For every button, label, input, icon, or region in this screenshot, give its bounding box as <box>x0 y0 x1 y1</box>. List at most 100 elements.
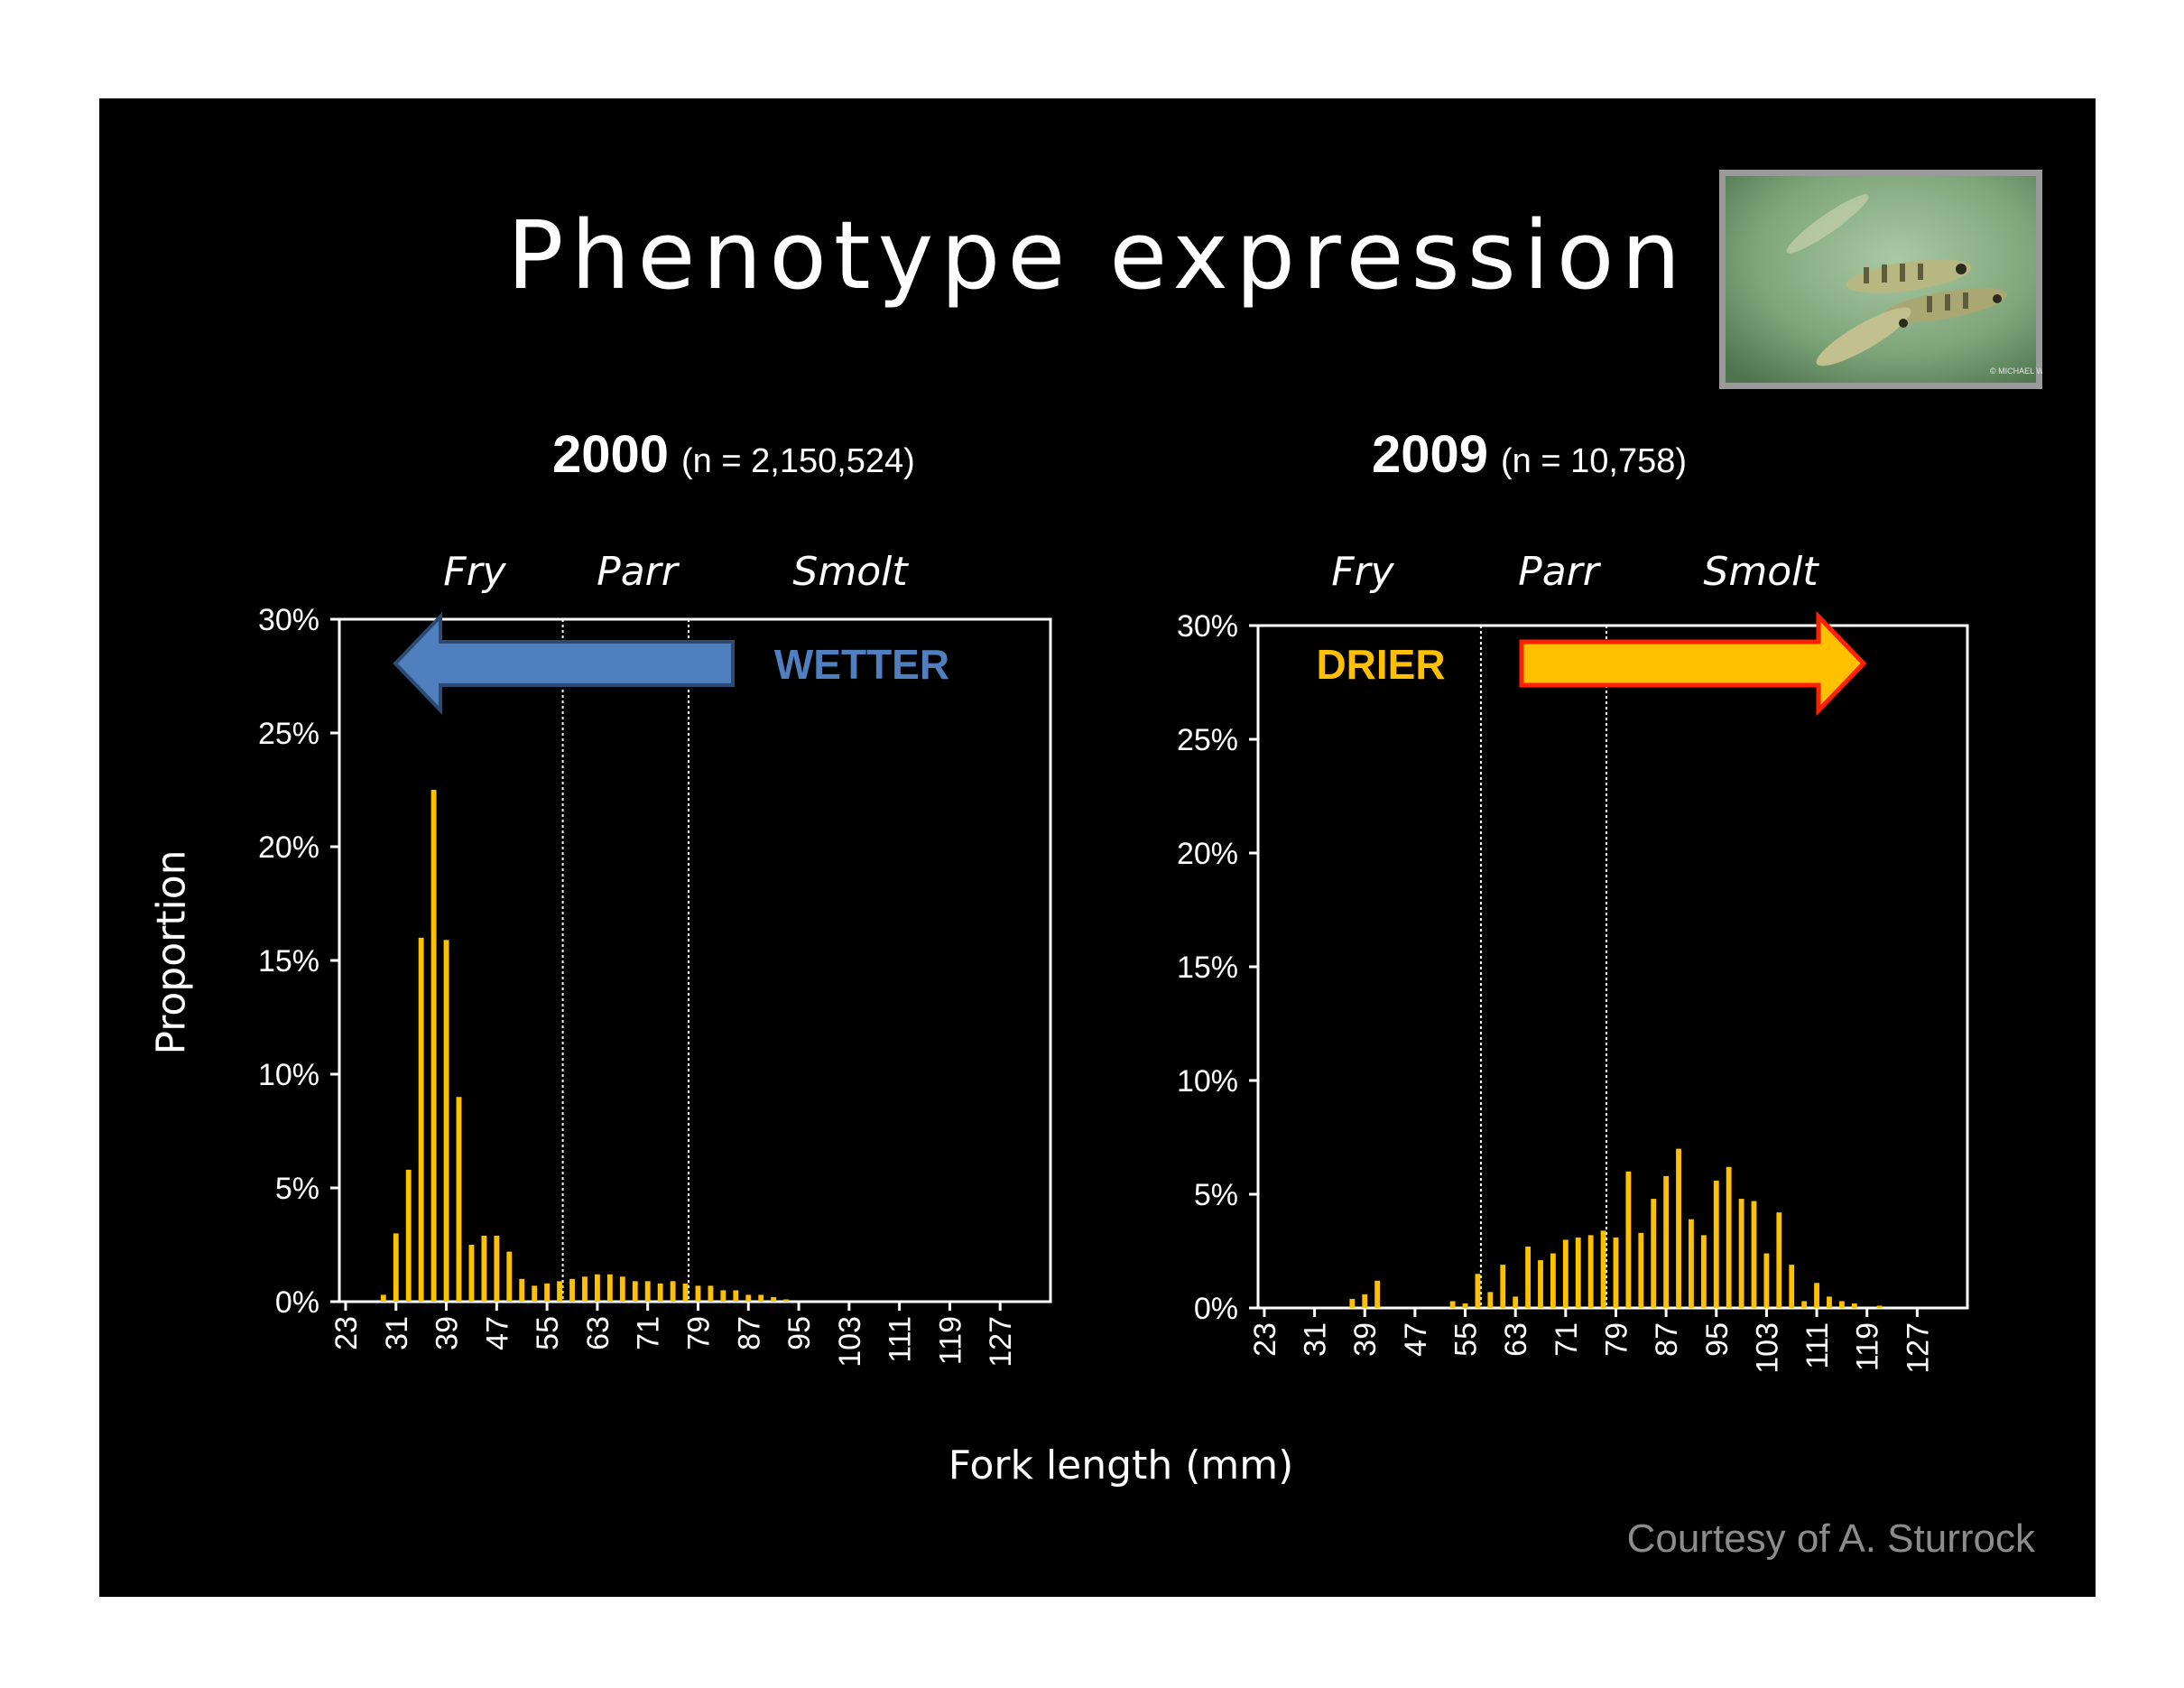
histogram-bar <box>1651 1199 1657 1308</box>
y-tick-label: 0% <box>1194 1292 1238 1326</box>
y-tick-label: 15% <box>258 944 319 978</box>
histogram-bar <box>1726 1166 1732 1308</box>
x-tick-label: 103 <box>833 1316 867 1368</box>
histogram-bar <box>1449 1301 1456 1308</box>
histogram-bar <box>695 1285 701 1302</box>
histogram-bar <box>682 1283 689 1302</box>
histogram-bar <box>1374 1280 1381 1308</box>
histogram-bar <box>1550 1253 1556 1308</box>
x-tick-label: 23 <box>329 1316 364 1350</box>
y-tick-label: 0% <box>275 1285 319 1320</box>
fish-photo: © MICHAEL WIGLE <box>1719 170 2042 389</box>
histogram-bar <box>708 1285 714 1302</box>
histogram-bar <box>1776 1212 1782 1308</box>
histogram-bar <box>1838 1301 1845 1308</box>
credit-text: Courtesy of A. Sturrock <box>1626 1516 2035 1561</box>
histogram-bar <box>456 1097 462 1302</box>
histogram-bar <box>1362 1294 1368 1308</box>
histogram-bar <box>1625 1171 1632 1308</box>
y-tick-label: 15% <box>1177 951 1238 985</box>
y-tick-label: 5% <box>1194 1178 1238 1212</box>
y-tick-label: 30% <box>1177 609 1238 644</box>
histogram-bar <box>494 1235 500 1302</box>
x-tick-label: 31 <box>1299 1322 1333 1357</box>
histogram-bar <box>1513 1296 1519 1308</box>
histogram-bar <box>783 1299 790 1302</box>
stage-label: Parr <box>597 549 680 595</box>
histogram-bar <box>1700 1235 1707 1308</box>
histogram-bar <box>1538 1260 1543 1308</box>
x-tick-label: 79 <box>1599 1322 1633 1357</box>
histogram-bar <box>1638 1232 1644 1308</box>
histogram-bar <box>418 937 424 1302</box>
x-tick-label: 31 <box>380 1316 414 1350</box>
x-tick-label: 95 <box>1700 1322 1735 1357</box>
x-tick-label: 79 <box>681 1316 716 1350</box>
histogram-bar <box>405 1169 412 1302</box>
histogram-bar <box>657 1283 663 1302</box>
histogram-bar <box>1814 1283 1819 1308</box>
histogram-bar <box>569 1278 575 1302</box>
x-tick-label: 71 <box>1550 1322 1584 1357</box>
histogram-bar <box>1500 1265 1506 1308</box>
stage-label: Smolt <box>1703 549 1819 595</box>
histogram-bar <box>644 1281 651 1302</box>
x-tick-label: 47 <box>480 1316 514 1350</box>
histogram-bar <box>1487 1292 1494 1308</box>
histogram-bar <box>594 1274 600 1302</box>
x-tick-label: 47 <box>1399 1322 1433 1357</box>
histogram-bar <box>1525 1246 1532 1308</box>
plot-frame <box>1256 624 1969 1310</box>
histogram-bar <box>506 1251 513 1302</box>
wetter-arrow-icon <box>393 612 735 715</box>
y-tick-label: 20% <box>1177 837 1238 871</box>
drier-arrow-icon <box>1519 610 1867 717</box>
histogram-bar <box>1801 1301 1808 1308</box>
x-tick-label: 39 <box>1348 1322 1383 1357</box>
y-tick-label: 25% <box>1177 723 1238 757</box>
y-tick-label: 10% <box>258 1058 319 1092</box>
histogram-bar <box>1713 1180 1719 1308</box>
histogram-bar <box>1562 1239 1569 1308</box>
x-tick-label: 63 <box>581 1316 615 1350</box>
histogram-bar <box>632 1281 638 1302</box>
panel-title-2009: 2009 (n = 10,758) <box>1372 424 1687 485</box>
x-tick-label: 111 <box>1800 1322 1835 1369</box>
histogram-bar <box>519 1278 525 1302</box>
histogram-bar <box>1462 1303 1468 1308</box>
histogram-bar <box>1587 1235 1594 1308</box>
trend-label: DRIER <box>1316 641 1445 688</box>
histogram-bar <box>1751 1201 1757 1308</box>
histogram-bar <box>1789 1265 1795 1308</box>
histogram-bar <box>1575 1237 1581 1308</box>
x-tick-label: 23 <box>1248 1322 1282 1357</box>
x-tick-label: 71 <box>632 1316 666 1350</box>
histogram-bar <box>1349 1298 1356 1308</box>
stage-label: Parr <box>1518 549 1602 595</box>
histogram-bar <box>557 1281 562 1302</box>
x-tick-label: 55 <box>531 1316 565 1350</box>
histogram-bar <box>430 790 437 1302</box>
x-tick-label: 119 <box>933 1316 967 1365</box>
histogram-bar <box>733 1290 739 1302</box>
y-axis-label: Proportion <box>148 849 195 1055</box>
histogram-bar <box>1689 1219 1694 1308</box>
slide-title: Phenotype expression <box>506 200 1689 311</box>
histogram-bar <box>1613 1237 1619 1308</box>
panel-n: (n = 2,150,524) <box>681 442 915 480</box>
stage-label: Fry <box>443 549 506 595</box>
histogram-bar <box>758 1294 764 1302</box>
histogram-bar <box>771 1296 777 1302</box>
histogram-bar <box>481 1235 487 1302</box>
x-tick-label: 119 <box>1851 1322 1885 1371</box>
histogram-bar <box>532 1285 538 1302</box>
histogram-bar <box>544 1283 551 1302</box>
panel-n: (n = 10,758) <box>1501 442 1688 480</box>
panel-year: 2009 <box>1372 425 1489 484</box>
x-tick-label: 127 <box>984 1316 1018 1368</box>
photo-credit: © MICHAEL WIGLE <box>1990 366 2042 376</box>
y-tick-label: 10% <box>1177 1064 1238 1099</box>
histogram-bar <box>1851 1303 1857 1308</box>
